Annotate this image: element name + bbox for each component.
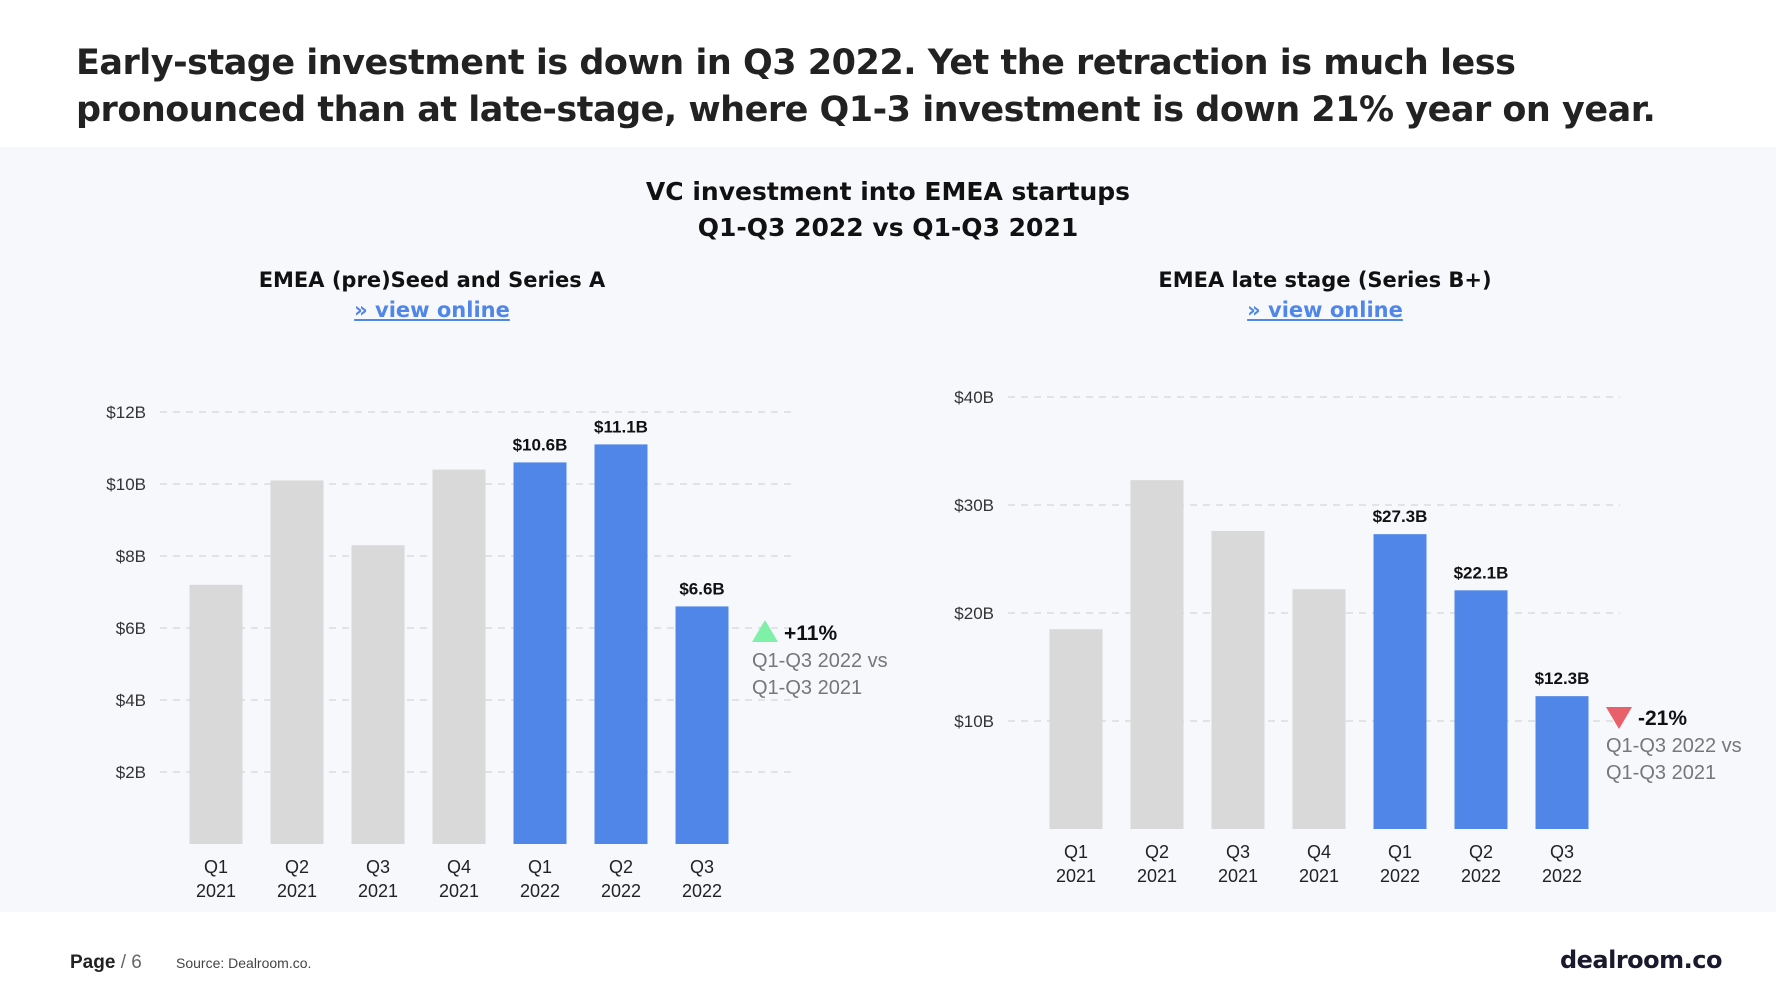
left-xtick-label: Q2 xyxy=(609,857,633,877)
right-ytick-label: $10B xyxy=(954,712,994,731)
right-bar xyxy=(1454,590,1508,829)
left-xtick-label: 2021 xyxy=(358,881,398,901)
right-bar xyxy=(1373,534,1427,829)
right-data-label: $22.1B xyxy=(1454,563,1509,582)
left-ytick-label: $2B xyxy=(116,763,146,782)
right-bar xyxy=(1049,629,1103,829)
left-bar xyxy=(270,480,324,844)
right-bar-chart: $10B $20B $30B $40B Q1 2021 Q2 2021 Q3 2021 Q4 2021… xyxy=(954,388,1620,886)
right-xtick-label: 2021 xyxy=(1137,866,1177,886)
left-ytick-label: $10B xyxy=(106,475,146,494)
right-xtick-label: 2022 xyxy=(1461,866,1501,886)
left-ytick-label: $12B xyxy=(106,403,146,422)
left-data-label: $11.1B xyxy=(594,417,648,436)
left-xtick-label: 2021 xyxy=(277,881,317,901)
headline: Early-stage investment is down in Q3 202… xyxy=(76,43,1656,130)
left-xtick-label: 2022 xyxy=(520,881,560,901)
down-triangle-icon xyxy=(1606,707,1632,729)
left-xtick-label: Q3 xyxy=(690,857,714,877)
left-xtick-label: Q2 xyxy=(285,857,309,877)
dealroom-logo: dealroom.co xyxy=(1559,946,1723,974)
right-xtick-label: 2021 xyxy=(1299,866,1339,886)
left-change-line-2: Q1-Q3 2021 xyxy=(752,677,863,699)
page-count: / 6 xyxy=(120,952,142,973)
left-change-line-1: Q1-Q3 2022 vs xyxy=(752,650,888,672)
right-bar xyxy=(1292,589,1346,829)
right-change-pct: -21% xyxy=(1638,707,1688,730)
left-chart-title: EMEA (pre)Seed and Series A xyxy=(258,268,606,292)
right-change-callout: -21% Q1-Q3 2022 vs Q1-Q3 2021 xyxy=(1606,705,1742,787)
right-ytick-label: $20B xyxy=(954,604,994,623)
left-xtick-label: Q3 xyxy=(366,857,390,877)
left-xtick-label: 2022 xyxy=(682,881,722,901)
chart-title-line-1: VC investment into EMEA startups xyxy=(645,177,1131,206)
right-xtick-label: Q2 xyxy=(1145,842,1169,862)
left-change-callout: +11% Q1-Q3 2022 vs Q1-Q3 2021 xyxy=(752,620,888,702)
right-bar xyxy=(1211,530,1265,829)
right-xtick-label: 2021 xyxy=(1056,866,1096,886)
right-bar xyxy=(1535,696,1589,829)
left-bar xyxy=(351,545,405,844)
source-note: Source: Dealroom.co. xyxy=(176,955,312,971)
left-data-label: $10.6B xyxy=(513,435,568,454)
page-label: Page xyxy=(70,952,116,973)
left-bar xyxy=(432,469,486,844)
chart-title-line-2: Q1-Q3 2022 vs Q1-Q3 2021 xyxy=(697,213,1079,242)
up-triangle-icon xyxy=(752,620,778,642)
right-bar xyxy=(1130,480,1184,829)
right-change-line-2: Q1-Q3 2021 xyxy=(1606,762,1717,784)
left-change-pct: +11% xyxy=(784,622,838,645)
left-bar xyxy=(675,606,729,844)
right-xtick-label: 2021 xyxy=(1218,866,1258,886)
left-xtick-label: Q1 xyxy=(204,857,228,877)
right-data-label: $12.3B xyxy=(1535,669,1590,688)
right-chart-title: EMEA late stage (Series B+) xyxy=(1158,268,1492,292)
right-change-line-1: Q1-Q3 2022 vs xyxy=(1606,735,1742,757)
right-xtick-label: Q3 xyxy=(1550,842,1574,862)
left-ytick-label: $8B xyxy=(116,547,146,566)
right-view-online-link[interactable]: » view online xyxy=(1247,298,1403,322)
left-bar xyxy=(513,462,567,844)
right-ytick-label: $30B xyxy=(954,496,994,515)
left-bar-chart: $2B $4B $6B $8B $10B $12B Q1 2021 Q2 2021 Q3 2021 Q4… xyxy=(106,403,792,901)
right-xtick-label: Q2 xyxy=(1469,842,1493,862)
right-xtick-label: 2022 xyxy=(1380,866,1420,886)
right-xtick-label: Q1 xyxy=(1064,842,1088,862)
right-xtick-label: Q1 xyxy=(1388,842,1412,862)
left-ytick-label: $6B xyxy=(116,619,146,638)
left-ytick-label: $4B xyxy=(116,691,146,710)
right-xtick-label: Q3 xyxy=(1226,842,1250,862)
left-data-label: $6.6B xyxy=(679,579,724,598)
left-bar xyxy=(594,444,648,844)
page-number: Page / 6 xyxy=(70,952,142,974)
left-xtick-label: Q1 xyxy=(528,857,552,877)
left-xtick-label: 2021 xyxy=(196,881,236,901)
right-ytick-label: $40B xyxy=(954,388,994,407)
left-view-online-link[interactable]: » view online xyxy=(354,298,510,322)
left-bar xyxy=(189,584,243,844)
left-xtick-label: Q4 xyxy=(447,857,471,877)
right-data-label: $27.3B xyxy=(1373,507,1428,526)
left-xtick-label: 2021 xyxy=(439,881,479,901)
right-xtick-label: 2022 xyxy=(1542,866,1582,886)
left-xtick-label: 2022 xyxy=(601,881,641,901)
right-xtick-label: Q4 xyxy=(1307,842,1331,862)
